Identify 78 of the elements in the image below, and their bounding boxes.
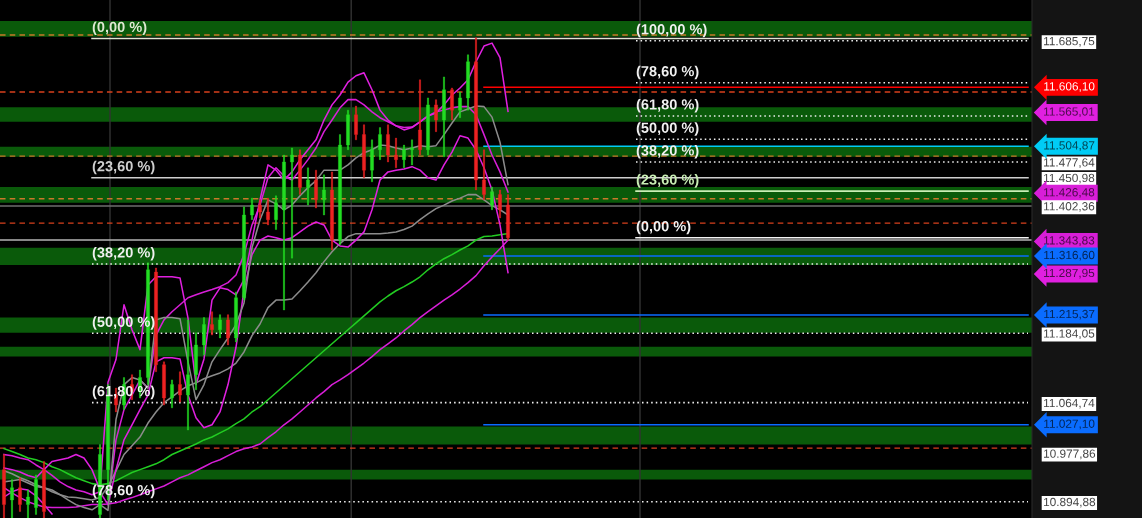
candlestick bbox=[386, 124, 390, 163]
candlestick bbox=[322, 174, 326, 216]
candlestick bbox=[330, 171, 334, 251]
series-label: (61,80 %) bbox=[636, 98, 699, 113]
y-tick-label: 10.977,86 bbox=[1044, 449, 1096, 460]
candlestick bbox=[258, 199, 262, 219]
candlestick bbox=[346, 109, 350, 150]
series-label: (0,00 %) bbox=[92, 21, 147, 35]
y-tick-label: 11.184,05 bbox=[1044, 329, 1095, 340]
candlestick bbox=[506, 194, 510, 241]
candlestick bbox=[474, 37, 478, 191]
candlestick bbox=[186, 319, 190, 431]
candlestick bbox=[26, 489, 30, 518]
series-label: (38,20 %) bbox=[636, 144, 699, 159]
candlestick bbox=[266, 197, 270, 226]
y-tick-label: 11.565,01 bbox=[1044, 107, 1095, 118]
y-tick-label: 11.402,36 bbox=[1044, 202, 1095, 212]
candlestick bbox=[442, 76, 446, 157]
candlestick bbox=[466, 54, 470, 111]
candlestick bbox=[234, 291, 238, 343]
candlestick bbox=[34, 474, 38, 515]
candlestick bbox=[2, 454, 6, 518]
candlestick bbox=[426, 97, 430, 156]
series-label: (38,20 %) bbox=[92, 246, 155, 261]
data-label: 11.027,10 bbox=[1044, 419, 1095, 430]
candlestick bbox=[298, 149, 302, 195]
candlestick bbox=[338, 134, 342, 245]
candlestick bbox=[226, 314, 230, 346]
candlestick bbox=[42, 461, 46, 518]
candlestick bbox=[418, 79, 422, 156]
candlestick bbox=[306, 167, 310, 206]
y-tick-label: 11.426,48 bbox=[1044, 188, 1095, 198]
candlestick bbox=[434, 99, 438, 132]
candlestick bbox=[450, 87, 454, 121]
candlestick bbox=[394, 137, 398, 169]
y-tick-label: 10.894,88 bbox=[1044, 497, 1096, 508]
candlestick bbox=[354, 105, 358, 141]
candlestick bbox=[242, 206, 246, 301]
y-tick-label: 11.287,95 bbox=[1044, 268, 1095, 279]
series-label: (23,60 %) bbox=[636, 174, 699, 188]
candlestick bbox=[178, 371, 182, 403]
candlestick bbox=[18, 477, 22, 512]
candlestick bbox=[10, 479, 14, 518]
y-tick-label: 11.477,64 bbox=[1044, 158, 1095, 168]
y-tick-label: 11.343,83 bbox=[1044, 236, 1095, 246]
data-label: 11.316,60 bbox=[1044, 250, 1095, 261]
candlestick bbox=[362, 124, 366, 178]
candlestick bbox=[218, 314, 222, 339]
series-label: (100,00 %) bbox=[636, 23, 707, 38]
series-label: (78,60 %) bbox=[636, 65, 699, 80]
y-tick-label: 11.685,75 bbox=[1044, 36, 1095, 47]
data-label: 11.504,87 bbox=[1044, 141, 1095, 151]
data-label: 11.215,37 bbox=[1044, 309, 1095, 320]
candlestick bbox=[274, 195, 278, 230]
y-tick-label: 11.064,74 bbox=[1044, 398, 1095, 409]
candlestick bbox=[314, 169, 318, 209]
candlestick bbox=[162, 361, 166, 406]
candlestick bbox=[482, 149, 486, 201]
candlestick bbox=[458, 91, 462, 118]
candlestick bbox=[402, 144, 406, 169]
data-label: 11.606,10 bbox=[1044, 82, 1095, 92]
candlestick bbox=[194, 332, 198, 391]
candlestick bbox=[490, 186, 494, 210]
candlestick bbox=[282, 154, 286, 311]
candlestick bbox=[498, 189, 502, 219]
candlestick bbox=[290, 147, 294, 259]
series-label: (23,60 %) bbox=[92, 160, 155, 175]
candlestick bbox=[370, 139, 374, 183]
candlestick bbox=[202, 317, 206, 356]
candlestick bbox=[250, 197, 254, 220]
candlestick bbox=[378, 127, 382, 160]
candlestick bbox=[154, 267, 158, 372]
candlestick bbox=[210, 311, 214, 336]
series-label: (0,00 %) bbox=[636, 220, 691, 235]
series-label: (50,00 %) bbox=[636, 122, 699, 136]
candlestick bbox=[170, 379, 174, 409]
candlestick bbox=[410, 139, 414, 166]
y-tick-label: 11.450,98 bbox=[1044, 173, 1095, 184]
